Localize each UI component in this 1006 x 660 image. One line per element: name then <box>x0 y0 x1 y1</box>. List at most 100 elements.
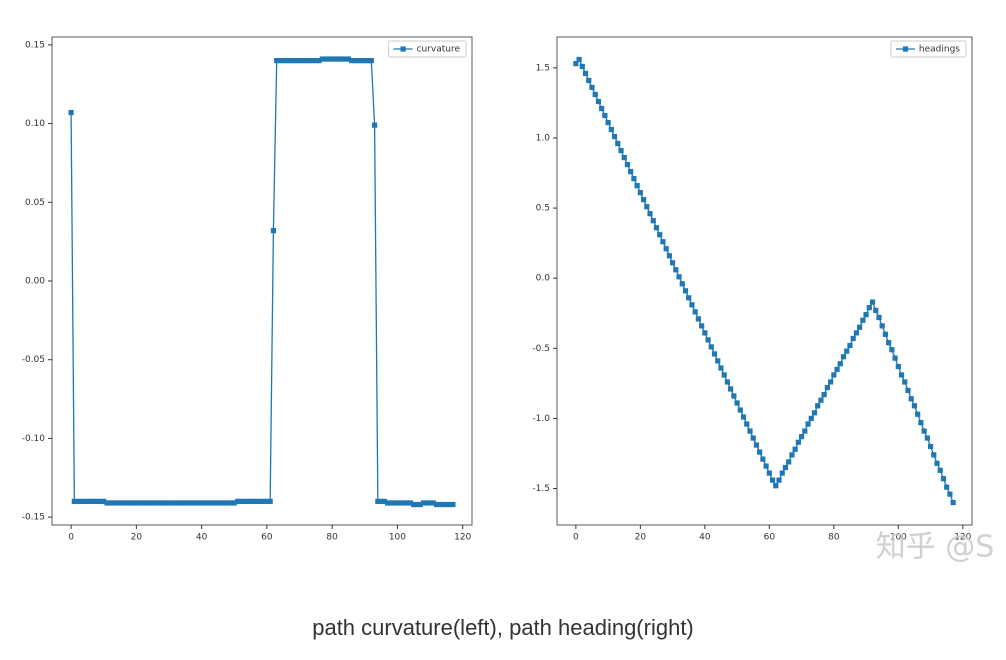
y-tick-label: 1.0 <box>536 133 551 143</box>
data-point <box>241 498 247 504</box>
data-point <box>944 484 950 490</box>
data-point <box>608 126 614 133</box>
data-point <box>388 500 394 506</box>
data-point <box>362 58 368 64</box>
data-point <box>394 500 401 506</box>
data-point <box>831 372 837 378</box>
data-point <box>740 414 747 420</box>
data-point <box>737 407 743 413</box>
data-point <box>866 305 872 311</box>
data-point <box>715 358 721 364</box>
data-point <box>711 351 718 357</box>
data-point <box>818 397 824 403</box>
data-point <box>133 500 139 506</box>
data-point <box>342 56 348 62</box>
data-point <box>195 500 201 506</box>
data-point <box>895 363 901 370</box>
x-tick-label: 60 <box>261 533 273 543</box>
data-point <box>699 323 705 329</box>
plot-frame <box>556 36 973 526</box>
data-point <box>844 348 850 354</box>
data-point <box>782 464 789 471</box>
data-point <box>381 498 387 504</box>
data-point <box>670 260 676 266</box>
data-point <box>401 500 407 506</box>
data-point <box>808 415 814 422</box>
data-point <box>349 58 355 64</box>
data-point <box>182 500 188 506</box>
data-point <box>385 500 391 506</box>
x-tick-label: 60 <box>764 533 776 543</box>
data-point <box>140 500 146 506</box>
data-point <box>159 500 166 506</box>
data-point <box>323 56 329 62</box>
data-point <box>176 500 182 506</box>
data-point <box>75 498 81 504</box>
data-point <box>309 58 316 64</box>
data-point <box>750 435 756 441</box>
data-point <box>663 246 669 252</box>
data-point <box>189 500 195 506</box>
data-point <box>287 58 293 64</box>
data-point <box>270 228 277 234</box>
data-point <box>146 500 153 506</box>
data-point <box>153 500 159 506</box>
data-point <box>84 498 91 504</box>
data-point <box>391 500 397 506</box>
legend-label: curvature <box>417 45 461 55</box>
data-point <box>724 379 731 385</box>
data-point <box>88 498 94 504</box>
data-point <box>127 500 133 506</box>
x-tick-label: 20 <box>635 533 647 543</box>
data-point <box>921 428 927 434</box>
data-point <box>576 56 582 63</box>
y-tick-label: -0.5 <box>532 344 550 354</box>
legend-frame <box>388 40 467 58</box>
data-point <box>313 58 319 64</box>
data-point <box>824 384 830 391</box>
data-point <box>192 500 198 506</box>
data-point <box>336 56 342 62</box>
data-point <box>811 410 818 416</box>
data-point <box>837 361 843 367</box>
data-point <box>666 253 672 259</box>
data-point <box>205 500 211 506</box>
data-point <box>705 337 711 343</box>
data-point <box>319 56 325 62</box>
data-point <box>251 498 257 504</box>
data-point <box>721 372 727 378</box>
data-point <box>261 498 267 504</box>
data-point <box>631 176 637 182</box>
data-point <box>407 500 414 506</box>
y-tick-label: 0.15 <box>25 40 45 50</box>
data-point <box>358 58 365 64</box>
data-point <box>579 63 585 70</box>
x-tick-label: 100 <box>890 533 907 543</box>
data-point <box>414 501 420 508</box>
y-tick-label: 0.05 <box>25 198 45 208</box>
data-point <box>776 477 782 483</box>
data-point <box>163 500 169 506</box>
data-point <box>840 354 847 360</box>
legend: curvature <box>388 40 467 58</box>
data-point <box>104 500 110 506</box>
data-point <box>786 459 792 465</box>
data-point <box>918 420 924 426</box>
data-point <box>769 477 776 483</box>
data-point <box>114 500 120 506</box>
legend: headings <box>890 40 967 58</box>
x-tick-label: 100 <box>389 533 406 543</box>
data-point <box>757 449 763 455</box>
data-point <box>889 347 895 353</box>
data-point <box>927 443 934 450</box>
data-point <box>702 330 708 336</box>
x-tick-label: 120 <box>954 533 971 543</box>
data-point <box>355 58 361 64</box>
data-point <box>860 317 866 323</box>
data-point <box>644 204 650 210</box>
data-point <box>120 500 126 506</box>
data-point <box>300 58 306 64</box>
data-point <box>911 403 918 409</box>
data-point <box>101 498 107 504</box>
data-point <box>228 500 234 506</box>
